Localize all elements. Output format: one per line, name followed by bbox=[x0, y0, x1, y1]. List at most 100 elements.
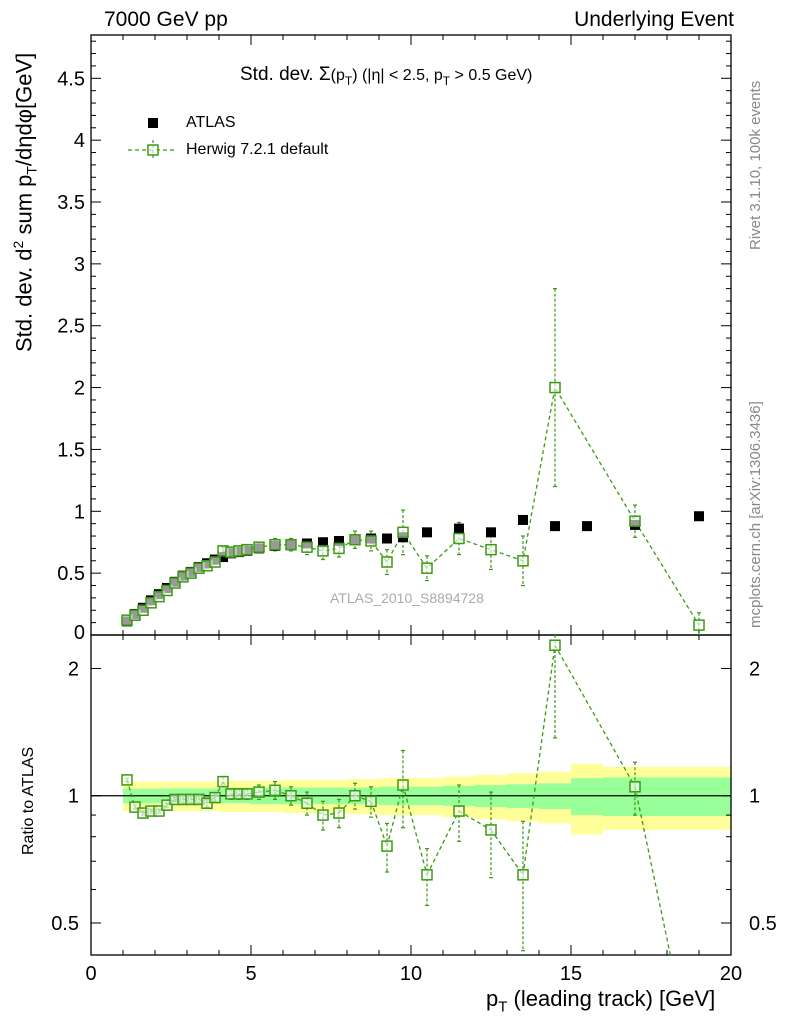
herwig-ratio-point bbox=[217, 775, 229, 788]
herwig-ratio-segment bbox=[370, 801, 388, 847]
herwig-data-point bbox=[453, 532, 465, 545]
herwig-data-point bbox=[517, 555, 529, 567]
herwig-ratio-segment bbox=[386, 784, 404, 847]
main-y-tick-label: 1 bbox=[74, 501, 85, 523]
herwig-data-point bbox=[397, 526, 409, 539]
main-y-tick-label: 0 bbox=[74, 622, 85, 644]
legend-herwig-label: Herwig 7.2.1 default bbox=[186, 141, 329, 158]
herwig-data-point bbox=[137, 604, 149, 617]
herwig-ratio-point bbox=[317, 809, 329, 821]
herwig-data-point bbox=[333, 542, 345, 555]
plot-title: Std. dev. Σ(pT) (|η| < 2.5, pT > 0.5 GeV… bbox=[240, 64, 533, 88]
atlas-data-point bbox=[382, 533, 392, 544]
collision-label: 7000 GeV pp bbox=[104, 8, 228, 31]
herwig-ratio-point bbox=[121, 774, 133, 786]
herwig-main-line bbox=[126, 385, 700, 626]
atlas-data-point bbox=[422, 527, 432, 538]
plot-frames: 0 5 10 15 20 0.5 1 1.5 2 2.5 3 3.5 4 4.5 0 0.5 0.5 1 1 2 2 bbox=[51, 34, 777, 985]
atlas-data-point bbox=[486, 527, 496, 538]
herwig-ratio-segment bbox=[490, 829, 524, 876]
x-axis-label: pT (leading track) [GeV] bbox=[486, 986, 716, 1016]
x-tick-label: 15 bbox=[560, 963, 582, 985]
band-inner-segment bbox=[571, 778, 603, 816]
herwig-ratio-point bbox=[301, 797, 313, 809]
herwig-ratio-point bbox=[549, 639, 561, 651]
herwig-ratio-segment bbox=[402, 784, 428, 875]
main-y-tick-label: 0.5 bbox=[57, 563, 85, 585]
atlas-data-point bbox=[694, 511, 704, 522]
herwig-data-point bbox=[421, 562, 433, 574]
x-tick-label: 0 bbox=[85, 963, 96, 985]
herwig-ratio-segment bbox=[426, 810, 460, 876]
herwig-data-point bbox=[161, 584, 173, 597]
atlas-data-point bbox=[218, 552, 228, 563]
herwig-ratio-point bbox=[453, 805, 465, 817]
herwig-data-point bbox=[349, 533, 361, 546]
legend-atlas-label: ATLAS bbox=[186, 114, 236, 131]
ratio-y-tick-label-right: 2 bbox=[749, 658, 760, 680]
ratio-y-tick-label: 0.5 bbox=[51, 913, 79, 935]
atlas-data-point bbox=[318, 537, 328, 548]
herwig-data-point bbox=[381, 556, 393, 568]
x-tick-label: 5 bbox=[245, 963, 256, 985]
herwig-ratio-point bbox=[285, 789, 297, 802]
herwig-ratio-point bbox=[209, 791, 221, 804]
atlas-data-point bbox=[518, 514, 528, 525]
main-y-tick-label: 4.5 bbox=[57, 68, 85, 90]
herwig-data-point bbox=[209, 556, 221, 568]
herwig-data-point bbox=[629, 515, 641, 527]
legend-atlas-marker bbox=[148, 118, 158, 128]
herwig-ratio-segment bbox=[522, 645, 556, 875]
herwig-ratio-point bbox=[381, 840, 393, 852]
herwig-data-point bbox=[269, 538, 281, 551]
herwig-data-point bbox=[145, 597, 157, 609]
herwig-data-point bbox=[317, 545, 329, 557]
ratio-y-tick-label-right: 1 bbox=[749, 786, 760, 808]
main-y-tick-label: 1.5 bbox=[57, 439, 85, 461]
herwig-ratio-point bbox=[517, 869, 529, 881]
main-y-tick-label: 3 bbox=[74, 254, 85, 276]
atlas-data-point bbox=[550, 521, 560, 532]
herwig-data-point bbox=[153, 590, 165, 603]
herwig-data-point bbox=[253, 541, 265, 553]
atlas-data-point bbox=[454, 523, 464, 534]
herwig-ratio-segment bbox=[634, 786, 672, 956]
legend bbox=[128, 118, 176, 160]
herwig-data-point bbox=[301, 541, 313, 553]
herwig-ratio-point bbox=[421, 869, 433, 881]
herwig-ratio-segment bbox=[554, 644, 636, 788]
ratio-y-tick-label: 1 bbox=[68, 786, 79, 808]
herwig-data-point bbox=[365, 535, 377, 547]
ratio-y-tick-label: 2 bbox=[68, 658, 79, 680]
main-y-tick-label: 2 bbox=[74, 378, 85, 400]
legend-herwig-marker bbox=[147, 144, 159, 156]
main-plot-frame bbox=[90, 34, 732, 636]
main-y-tick-label: 2.5 bbox=[57, 316, 85, 338]
herwig-ratio-point bbox=[629, 781, 641, 793]
herwig-ratio-point bbox=[253, 786, 265, 798]
herwig-ratio-point bbox=[241, 788, 253, 800]
herwig-ratio-point bbox=[333, 807, 345, 819]
analysis-watermark: ATLAS_2010_S8894728 bbox=[330, 590, 484, 606]
ratio-y-tick-label-right: 0.5 bbox=[749, 913, 777, 935]
herwig-ratio-point bbox=[269, 784, 281, 797]
data-markers bbox=[121, 288, 705, 956]
herwig-data-point bbox=[241, 543, 253, 556]
atlas-data-point bbox=[334, 535, 344, 546]
analysis-label: Underlying Event bbox=[574, 8, 734, 31]
herwig-ratio-point bbox=[485, 824, 497, 836]
x-tick-label: 20 bbox=[720, 963, 742, 985]
herwig-ratio-point bbox=[153, 805, 165, 817]
herwig-data-point bbox=[169, 577, 181, 589]
herwig-ratio-point bbox=[129, 801, 141, 813]
main-y-tick-label: 3.5 bbox=[57, 192, 85, 214]
atlas-data-point bbox=[582, 521, 592, 532]
herwig-data-point bbox=[485, 543, 497, 556]
herwig-ratio-point bbox=[397, 779, 409, 791]
herwig-ratio-point bbox=[349, 789, 361, 802]
band-inner-segment bbox=[667, 777, 731, 817]
herwig-data-point bbox=[693, 619, 705, 631]
herwig-data-point bbox=[285, 538, 297, 551]
herwig-data-point bbox=[549, 381, 561, 394]
